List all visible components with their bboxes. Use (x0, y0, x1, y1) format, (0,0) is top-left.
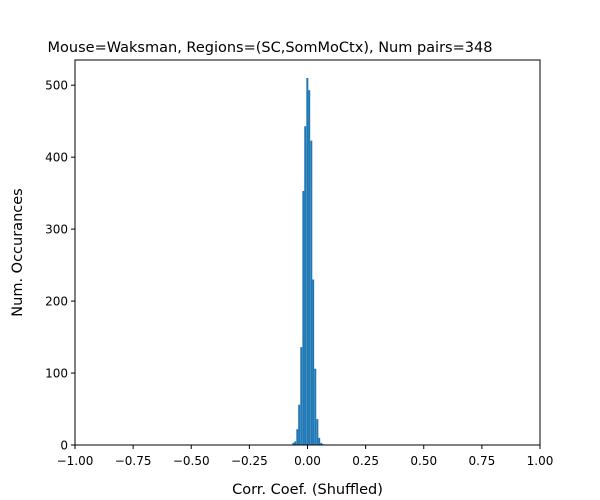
y-tick-label: 300 (45, 223, 68, 237)
histogram-bar (314, 368, 317, 445)
x-tick-label: 0.25 (352, 454, 379, 468)
histogram-bar (302, 190, 305, 445)
x-axis-ticks: −1.00 −0.75 −0.50 −0.25 0.00 0.25 0.50 0.75 1.00 (57, 445, 554, 468)
histogram-bar (304, 126, 307, 446)
x-tick-label: −0.50 (173, 454, 210, 468)
histogram-bar (306, 77, 309, 446)
histogram-bar (294, 441, 297, 445)
histogram-bar (292, 442, 295, 445)
histogram-bar (320, 442, 323, 445)
x-tick-label: −0.75 (115, 454, 152, 468)
histogram-bar (318, 437, 321, 445)
x-tick-label: 0.50 (410, 454, 437, 468)
x-axis-label: Corr. Coef. (Shuffled) (232, 482, 383, 498)
histogram-bar (316, 419, 319, 445)
y-axis-label: Num. Occurances (10, 188, 26, 316)
x-tick-label: −1.00 (57, 454, 94, 468)
x-tick-label: 0.75 (469, 454, 496, 468)
y-tick-label: 0 (60, 439, 68, 453)
y-tick-label: 200 (45, 295, 68, 309)
x-tick-label: 0.00 (294, 454, 321, 468)
histogram-bar (300, 347, 303, 445)
histogram-bar (310, 140, 313, 445)
y-axis-ticks: 0 100 200 300 400 500 (45, 79, 75, 453)
y-tick-label: 500 (45, 79, 68, 93)
x-tick-label: 1.00 (527, 454, 554, 468)
histogram-bar (298, 404, 301, 445)
chart-title: Mouse=Waksman, Regions=(SC,SomMoCtx), Nu… (48, 40, 493, 56)
y-tick-label: 100 (45, 367, 68, 381)
histogram-bars (292, 77, 325, 446)
y-tick-label: 400 (45, 151, 68, 165)
x-tick-label: −0.25 (231, 454, 268, 468)
histogram-bar (312, 279, 315, 445)
histogram-bar (308, 90, 311, 445)
histogram-bar (296, 429, 299, 445)
